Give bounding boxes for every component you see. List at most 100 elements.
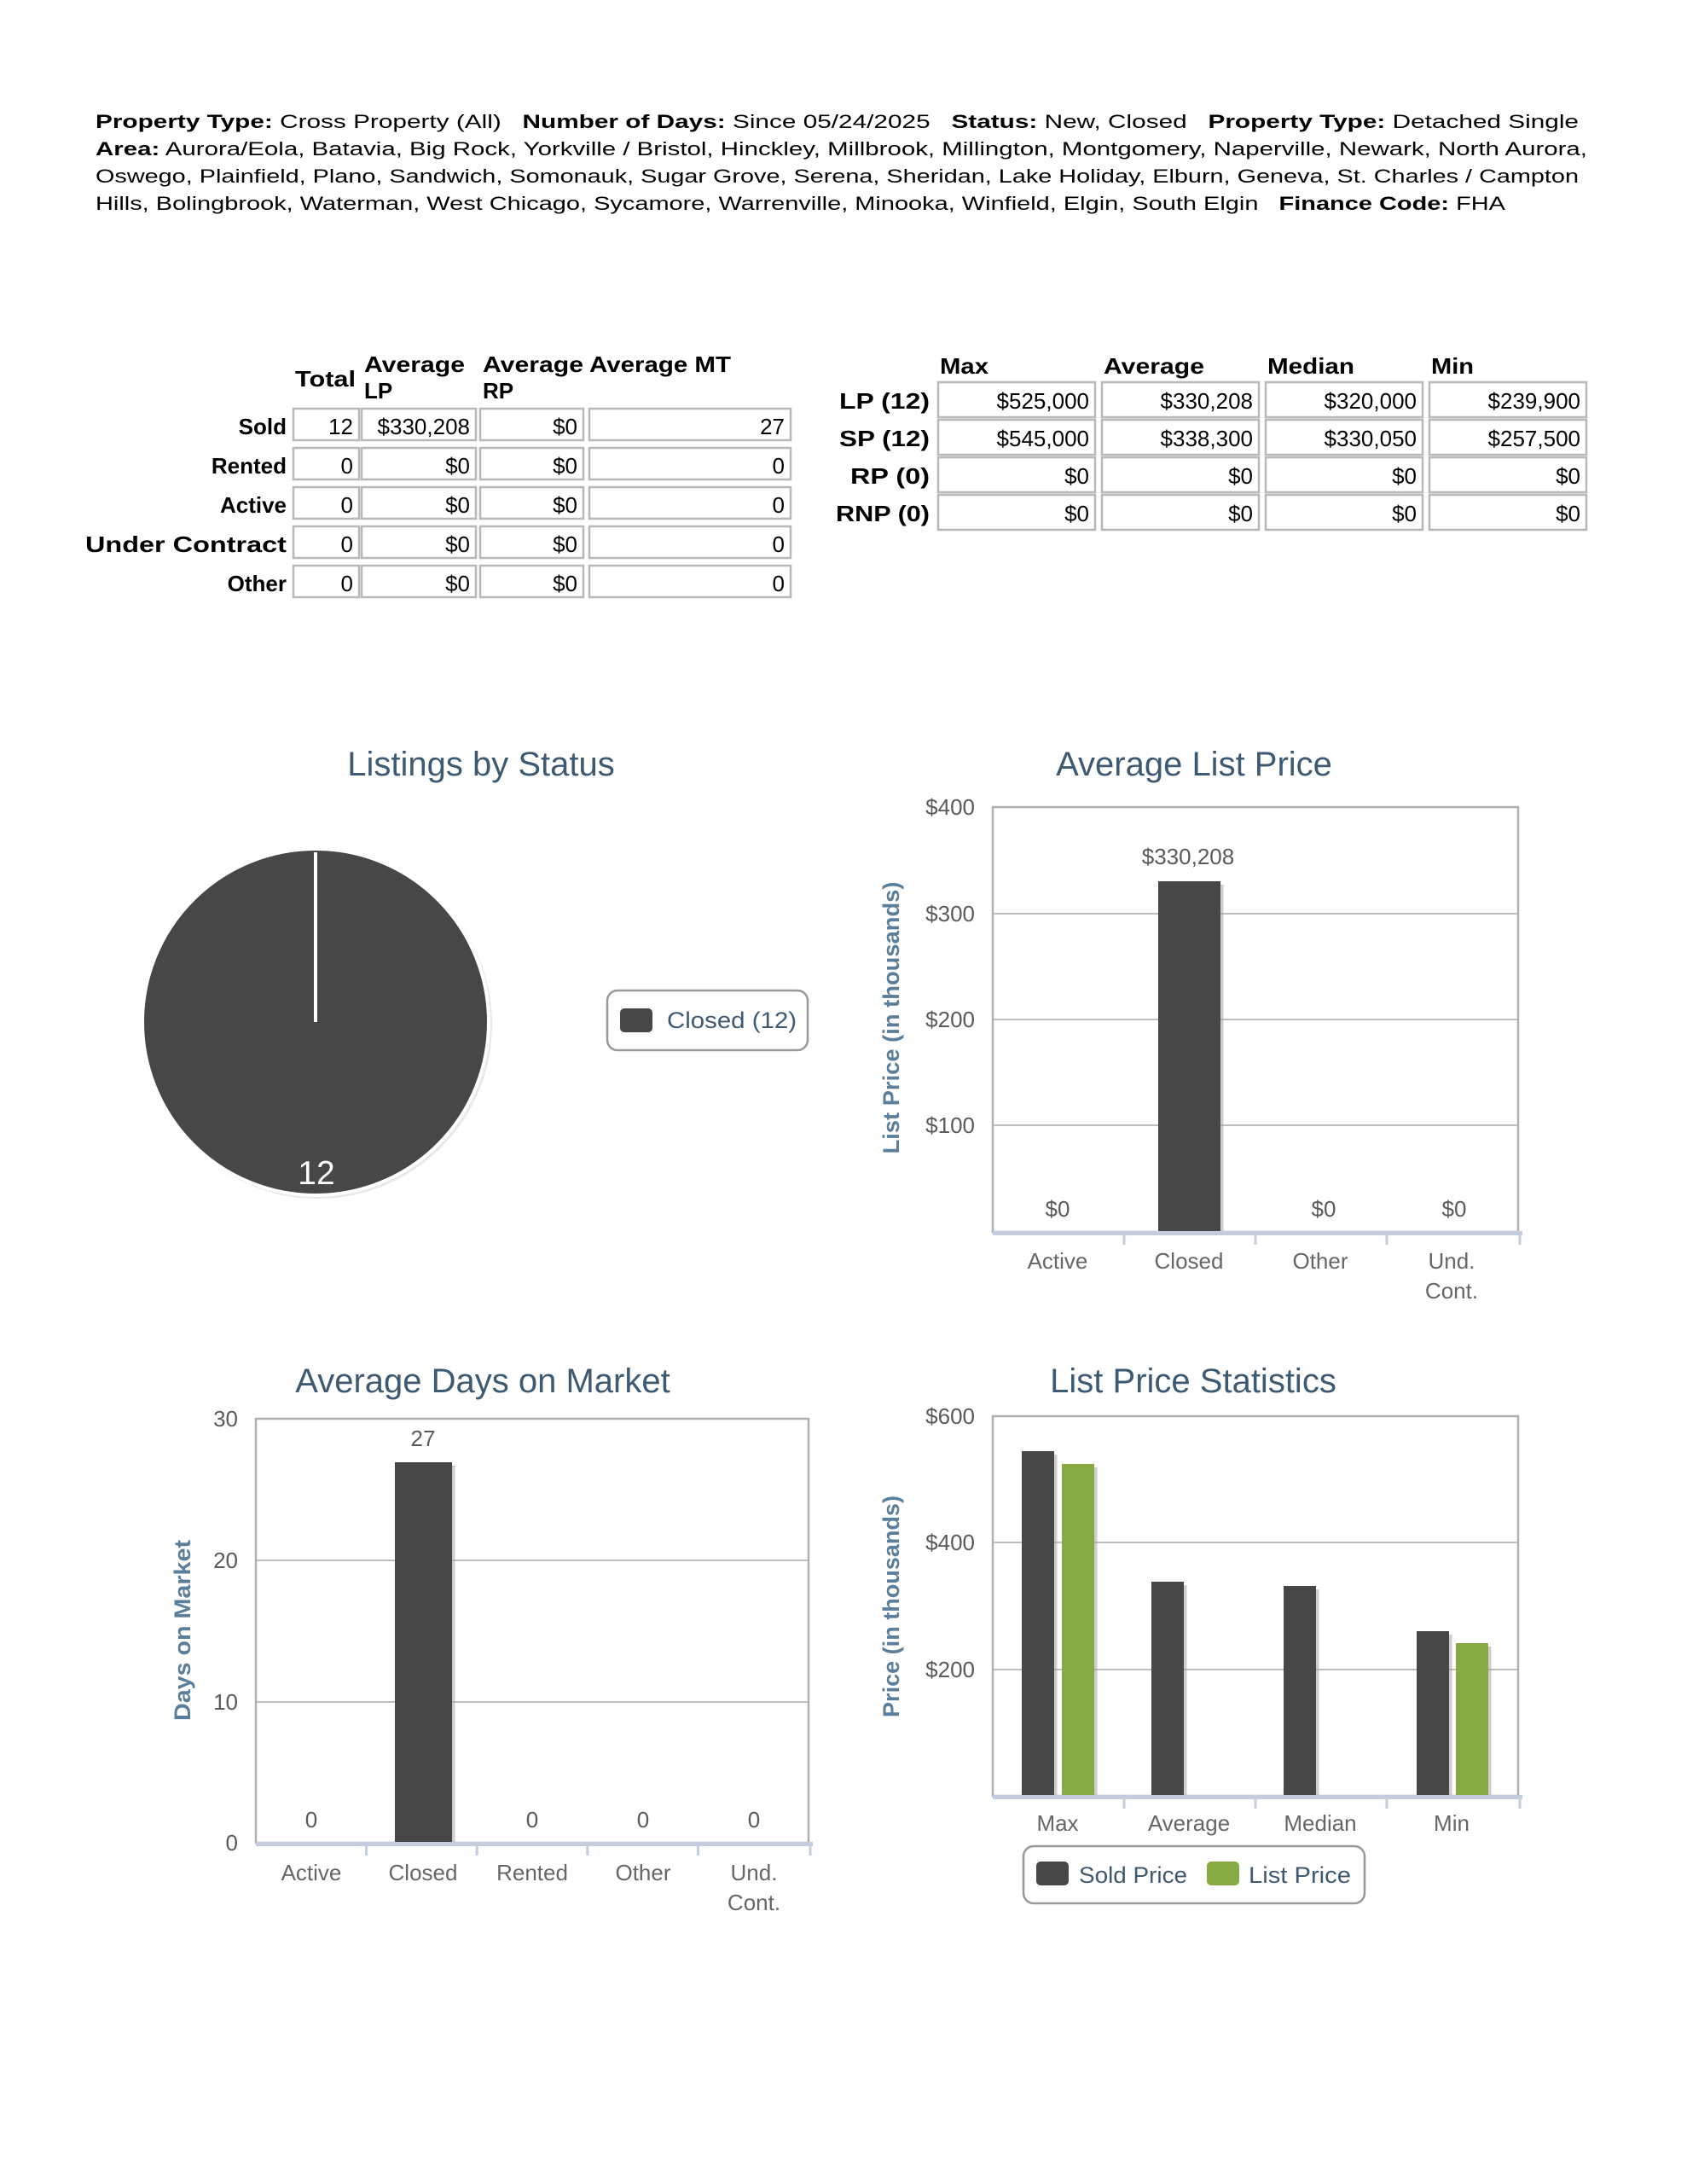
svg-text:$0: $0: [1064, 501, 1089, 526]
svg-text:Listings by Status: Listings by Status: [347, 746, 615, 783]
svg-text:$257,500: $257,500: [1488, 426, 1580, 451]
svg-text:0: 0: [773, 571, 785, 596]
svg-text:Average List Price: Average List Price: [1056, 746, 1332, 783]
svg-text:$0: $0: [1442, 1196, 1467, 1222]
svg-text:0: 0: [773, 531, 785, 557]
svg-text:$239,900: $239,900: [1488, 388, 1580, 414]
svg-text:Median: Median: [1284, 1810, 1356, 1836]
svg-text:$338,300: $338,300: [1161, 426, 1253, 451]
svg-text:$0: $0: [1556, 501, 1580, 526]
svg-text:$600: $600: [925, 1403, 975, 1429]
svg-text:0: 0: [773, 453, 785, 479]
svg-text:Other: Other: [1292, 1248, 1348, 1274]
svg-text:Closed: Closed: [389, 1860, 458, 1885]
svg-text:Cont.: Cont.: [728, 1890, 780, 1915]
svg-text:0: 0: [526, 1807, 538, 1833]
svg-text:List Price (in thousands): List Price (in thousands): [878, 882, 904, 1154]
svg-text:Under Contract: Under Contract: [85, 531, 287, 557]
svg-text:Rented: Rented: [212, 453, 287, 479]
svg-text:$200: $200: [925, 1007, 975, 1032]
svg-text:0: 0: [341, 492, 353, 518]
svg-text:Oswego, Plainfield, Plano, San: Oswego, Plainfield, Plano, Sandwich, Som…: [96, 166, 1579, 187]
svg-text:$0: $0: [445, 571, 470, 596]
svg-text:LP (12): LP (12): [839, 388, 930, 414]
svg-text:20: 20: [213, 1548, 238, 1573]
svg-text:0: 0: [637, 1807, 649, 1833]
svg-text:27: 27: [760, 414, 785, 439]
svg-text:Active: Active: [281, 1860, 342, 1885]
svg-text:$0: $0: [1064, 463, 1089, 489]
svg-text:30: 30: [213, 1406, 238, 1432]
svg-text:$320,000: $320,000: [1325, 388, 1417, 414]
svg-text:Average: Average: [483, 351, 583, 377]
svg-text:Rented: Rented: [496, 1860, 568, 1885]
svg-text:Total: Total: [295, 366, 356, 392]
svg-text:12: 12: [298, 1155, 334, 1192]
svg-text:Area: Aurora/Eola, Batavia, Bi: Area: Aurora/Eola, Batavia, Big Rock, Yo…: [96, 138, 1587, 160]
svg-text:List Price: List Price: [1249, 1862, 1351, 1888]
svg-text:12: 12: [328, 414, 353, 439]
svg-text:Cont.: Cont.: [1425, 1278, 1478, 1304]
svg-text:$330,208: $330,208: [1142, 844, 1234, 869]
svg-text:Days on Market: Days on Market: [170, 1540, 195, 1721]
svg-text:Average MT: Average MT: [589, 351, 731, 377]
svg-text:Hills, Bolingbrook, Waterman,: Hills, Bolingbrook, Waterman, West Chica…: [96, 193, 1505, 214]
svg-text:Closed (12): Closed (12): [667, 1008, 797, 1033]
svg-text:$400: $400: [925, 794, 975, 820]
svg-text:0: 0: [341, 531, 353, 557]
svg-text:$0: $0: [1392, 463, 1417, 489]
svg-text:$330,050: $330,050: [1325, 426, 1417, 451]
svg-text:0: 0: [305, 1807, 317, 1833]
svg-text:0: 0: [226, 1830, 238, 1856]
svg-text:Average: Average: [1104, 353, 1204, 379]
svg-text:Max: Max: [940, 353, 989, 379]
svg-text:$0: $0: [553, 453, 577, 479]
svg-text:Closed: Closed: [1155, 1248, 1224, 1274]
svg-text:10: 10: [213, 1689, 238, 1715]
svg-text:Price (in thousands): Price (in thousands): [878, 1496, 904, 1717]
svg-text:$200: $200: [925, 1657, 975, 1682]
svg-text:Average Days on Market: Average Days on Market: [295, 1362, 670, 1400]
svg-text:$0: $0: [1392, 501, 1417, 526]
svg-text:$100: $100: [925, 1112, 975, 1138]
svg-text:SP (12): SP (12): [839, 426, 930, 451]
svg-text:Und.: Und.: [1429, 1248, 1475, 1274]
svg-text:Other: Other: [228, 571, 287, 596]
svg-text:$330,208: $330,208: [378, 414, 470, 439]
svg-text:$0: $0: [553, 492, 577, 518]
svg-text:Average: Average: [1148, 1810, 1230, 1836]
svg-text:$0: $0: [553, 414, 577, 439]
svg-text:$0: $0: [445, 453, 470, 479]
svg-text:$0: $0: [1228, 463, 1253, 489]
svg-text:Min: Min: [1434, 1810, 1470, 1836]
svg-text:0: 0: [773, 492, 785, 518]
svg-text:Property Type: Cross Property: Property Type: Cross Property (All) Numb…: [96, 111, 1579, 132]
svg-text:Average: Average: [364, 351, 465, 377]
svg-text:$330,208: $330,208: [1161, 388, 1253, 414]
svg-text:$545,000: $545,000: [997, 426, 1089, 451]
svg-text:LP: LP: [364, 378, 392, 404]
svg-text:$0: $0: [1046, 1196, 1070, 1222]
svg-text:$400: $400: [925, 1530, 975, 1555]
svg-text:0: 0: [341, 453, 353, 479]
svg-text:List Price Statistics: List Price Statistics: [1050, 1362, 1336, 1400]
svg-text:0: 0: [341, 571, 353, 596]
svg-text:Other: Other: [615, 1860, 670, 1885]
svg-text:Max: Max: [1036, 1810, 1078, 1836]
svg-text:Median: Median: [1267, 353, 1354, 379]
svg-text:Min: Min: [1431, 353, 1474, 379]
svg-text:Sold: Sold: [239, 414, 287, 439]
svg-text:Sold Price: Sold Price: [1079, 1862, 1187, 1888]
svg-text:RP (0): RP (0): [850, 463, 930, 489]
svg-text:$0: $0: [445, 531, 470, 557]
svg-text:Active: Active: [220, 492, 287, 518]
svg-text:RNP (0): RNP (0): [836, 501, 930, 526]
svg-text:$0: $0: [445, 492, 470, 518]
svg-text:$300: $300: [925, 901, 975, 926]
svg-text:$525,000: $525,000: [997, 388, 1089, 414]
svg-text:$0: $0: [1312, 1196, 1336, 1222]
svg-text:RP: RP: [483, 378, 513, 404]
svg-text:$0: $0: [553, 571, 577, 596]
svg-text:0: 0: [748, 1807, 760, 1833]
svg-text:$0: $0: [1556, 463, 1580, 489]
